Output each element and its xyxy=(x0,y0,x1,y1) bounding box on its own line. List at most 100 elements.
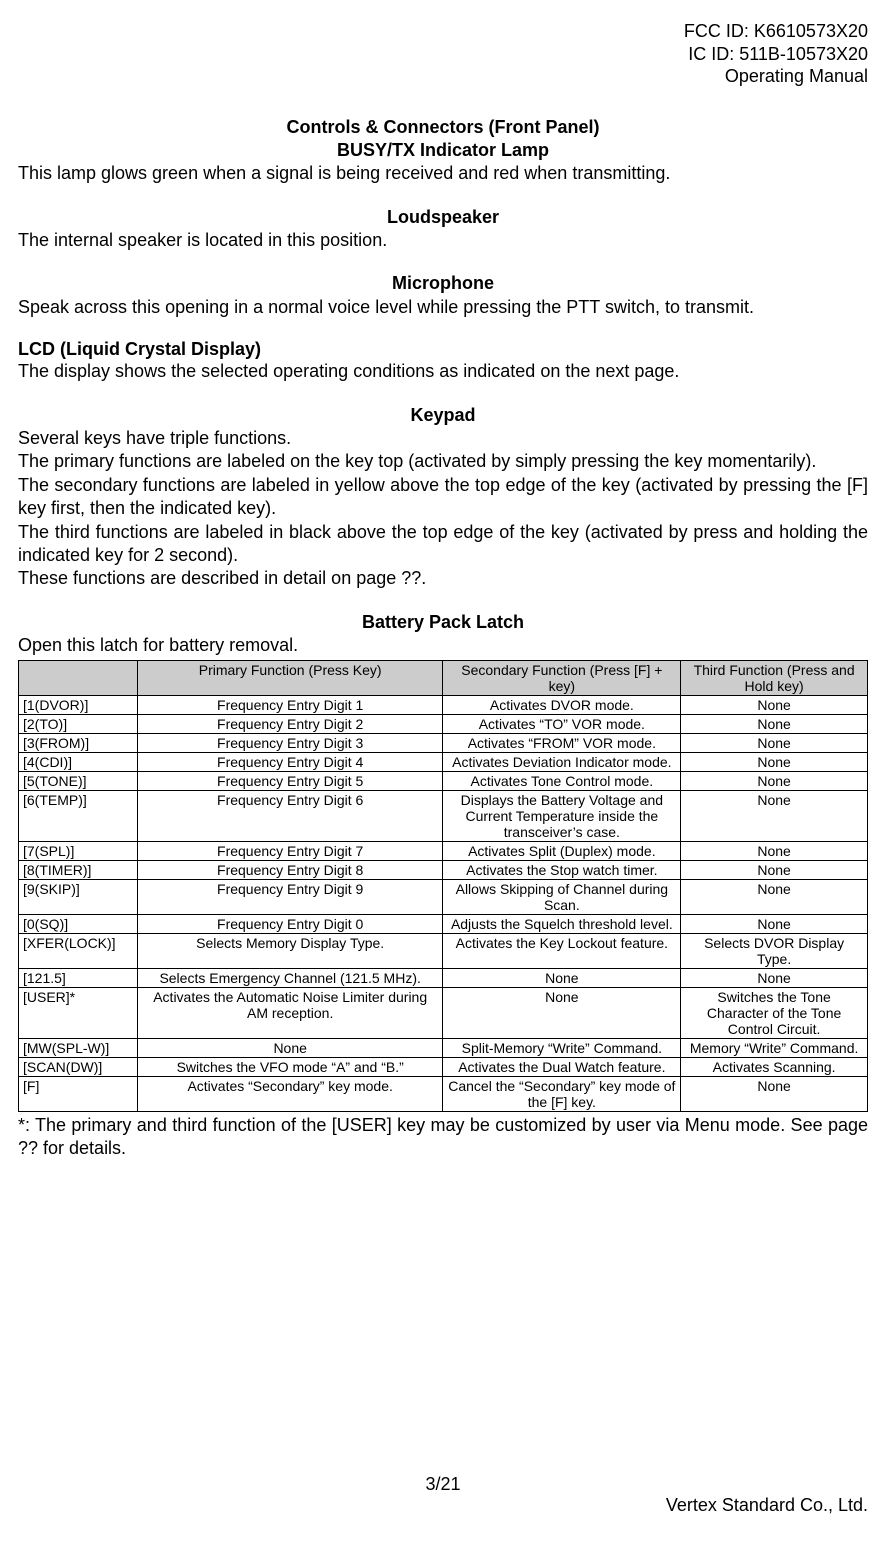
cell-third: None xyxy=(681,1076,868,1111)
keypad-body: Several keys have triple functions. The … xyxy=(18,427,868,591)
cell-third: None xyxy=(681,860,868,879)
cell-third: Activates Scanning. xyxy=(681,1057,868,1076)
th-primary: Primary Function (Press Key) xyxy=(137,660,443,695)
cell-secondary: Adjusts the Squelch threshold level. xyxy=(443,914,681,933)
table-row: [121.5]Selects Emergency Channel (121.5 … xyxy=(19,968,868,987)
cell-secondary: Cancel the “Secondary” key mode of the [… xyxy=(443,1076,681,1111)
microphone-body: Speak across this opening in a normal vo… xyxy=(18,296,868,319)
table-row: [8(TIMER)]Frequency Entry Digit 8Activat… xyxy=(19,860,868,879)
table-row: [2(TO)]Frequency Entry Digit 2Activates … xyxy=(19,714,868,733)
table-row: [3(FROM)]Frequency Entry Digit 3Activate… xyxy=(19,733,868,752)
cell-key: [F] xyxy=(19,1076,138,1111)
cell-secondary: Displays the Battery Voltage and Current… xyxy=(443,790,681,841)
page-container: FCC ID: K6610573X20 IC ID: 511B-10573X20… xyxy=(0,0,886,1556)
function-table: Primary Function (Press Key) Secondary F… xyxy=(18,660,868,1112)
cell-third: Switches the Tone Character of the Tone … xyxy=(681,987,868,1038)
page-number: 3/21 xyxy=(18,1474,868,1495)
cell-third: None xyxy=(681,914,868,933)
cell-primary: Activates the Automatic Noise Limiter du… xyxy=(137,987,443,1038)
table-row: [XFER(LOCK)]Selects Memory Display Type.… xyxy=(19,933,868,968)
keypad-line-4: The third functions are labeled in black… xyxy=(18,522,868,565)
cell-primary: Activates “Secondary” key mode. xyxy=(137,1076,443,1111)
cell-key: [XFER(LOCK)] xyxy=(19,933,138,968)
cell-primary: Frequency Entry Digit 5 xyxy=(137,771,443,790)
cell-key: [4(CDI)] xyxy=(19,752,138,771)
cell-primary: Frequency Entry Digit 1 xyxy=(137,695,443,714)
cell-secondary: Activates the Stop watch timer. xyxy=(443,860,681,879)
footnote: *: The primary and third function of the… xyxy=(18,1114,868,1161)
cell-secondary: Activates Deviation Indicator mode. xyxy=(443,752,681,771)
cell-primary: Selects Memory Display Type. xyxy=(137,933,443,968)
cell-primary: Frequency Entry Digit 0 xyxy=(137,914,443,933)
microphone-heading: Microphone xyxy=(18,272,868,295)
cell-key: [9(SKIP)] xyxy=(19,879,138,914)
controls-title: Controls & Connectors (Front Panel) xyxy=(18,116,868,139)
cell-primary: Selects Emergency Channel (121.5 MHz). xyxy=(137,968,443,987)
cell-primary: Frequency Entry Digit 7 xyxy=(137,841,443,860)
cell-key: [5(TONE)] xyxy=(19,771,138,790)
cell-third: None xyxy=(681,790,868,841)
cell-primary: Switches the VFO mode “A” and “B.” xyxy=(137,1057,443,1076)
cell-secondary: Activates DVOR mode. xyxy=(443,695,681,714)
th-secondary: Secondary Function (Press [F] + key) xyxy=(443,660,681,695)
cell-third: None xyxy=(681,968,868,987)
cell-key: [6(TEMP)] xyxy=(19,790,138,841)
keypad-line-5: These functions are described in detail … xyxy=(18,568,426,588)
table-row: [USER]*Activates the Automatic Noise Lim… xyxy=(19,987,868,1038)
loudspeaker-heading: Loudspeaker xyxy=(18,206,868,229)
table-row: [7(SPL)]Frequency Entry Digit 7Activates… xyxy=(19,841,868,860)
cell-third: None xyxy=(681,879,868,914)
lcd-body: The display shows the selected operating… xyxy=(18,360,868,383)
table-row: [6(TEMP)]Frequency Entry Digit 6Displays… xyxy=(19,790,868,841)
cell-third: None xyxy=(681,695,868,714)
cell-key: [1(DVOR)] xyxy=(19,695,138,714)
cell-secondary: Activates “FROM” VOR mode. xyxy=(443,733,681,752)
cell-third: Selects DVOR Display Type. xyxy=(681,933,868,968)
cell-key: [7(SPL)] xyxy=(19,841,138,860)
cell-third: None xyxy=(681,752,868,771)
cell-primary: Frequency Entry Digit 6 xyxy=(137,790,443,841)
keypad-heading: Keypad xyxy=(18,404,868,427)
cell-primary: Frequency Entry Digit 4 xyxy=(137,752,443,771)
manual-label: Operating Manual xyxy=(18,65,868,88)
cell-secondary: Allows Skipping of Channel during Scan. xyxy=(443,879,681,914)
fcc-id: FCC ID: K6610573X20 xyxy=(18,20,868,43)
cell-primary: Frequency Entry Digit 8 xyxy=(137,860,443,879)
table-row: [4(CDI)]Frequency Entry Digit 4Activates… xyxy=(19,752,868,771)
cell-secondary: Activates the Key Lockout feature. xyxy=(443,933,681,968)
table-body: [1(DVOR)]Frequency Entry Digit 1Activate… xyxy=(19,695,868,1111)
cell-key: [3(FROM)] xyxy=(19,733,138,752)
table-row: [5(TONE)]Frequency Entry Digit 5Activate… xyxy=(19,771,868,790)
cell-third: None xyxy=(681,841,868,860)
company-name: Vertex Standard Co., Ltd. xyxy=(18,1495,868,1516)
busy-tx-body: This lamp glows green when a signal is b… xyxy=(18,162,868,185)
lcd-heading: LCD (Liquid Crystal Display) xyxy=(18,339,868,360)
cell-key: [MW(SPL-W)] xyxy=(19,1038,138,1057)
table-row: [1(DVOR)]Frequency Entry Digit 1Activate… xyxy=(19,695,868,714)
cell-secondary: Activates Split (Duplex) mode. xyxy=(443,841,681,860)
cell-key: [USER]* xyxy=(19,987,138,1038)
cell-secondary: None xyxy=(443,987,681,1038)
battery-heading: Battery Pack Latch xyxy=(18,611,868,634)
cell-primary: Frequency Entry Digit 2 xyxy=(137,714,443,733)
cell-primary: Frequency Entry Digit 3 xyxy=(137,733,443,752)
cell-secondary: None xyxy=(443,968,681,987)
keypad-line-3: The secondary functions are labeled in y… xyxy=(18,475,868,518)
ic-id: IC ID: 511B-10573X20 xyxy=(18,43,868,66)
table-row: [SCAN(DW)]Switches the VFO mode “A” and … xyxy=(19,1057,868,1076)
cell-key: [0(SQ)] xyxy=(19,914,138,933)
loudspeaker-body: The internal speaker is located in this … xyxy=(18,229,868,252)
cell-third: None xyxy=(681,714,868,733)
keypad-line-2: The primary functions are labeled on the… xyxy=(18,451,816,471)
footer: 3/21 Vertex Standard Co., Ltd. xyxy=(18,1474,868,1516)
table-row: [9(SKIP)]Frequency Entry Digit 9Allows S… xyxy=(19,879,868,914)
table-row: [F]Activates “Secondary” key mode.Cancel… xyxy=(19,1076,868,1111)
cell-secondary: Activates “TO” VOR mode. xyxy=(443,714,681,733)
cell-secondary: Activates Tone Control mode. xyxy=(443,771,681,790)
th-third: Third Function (Press and Hold key) xyxy=(681,660,868,695)
cell-secondary: Activates the Dual Watch feature. xyxy=(443,1057,681,1076)
cell-key: [8(TIMER)] xyxy=(19,860,138,879)
header-ids: FCC ID: K6610573X20 IC ID: 511B-10573X20… xyxy=(18,20,868,88)
keypad-line-1: Several keys have triple functions. xyxy=(18,428,291,448)
battery-body: Open this latch for battery removal. xyxy=(18,634,868,657)
